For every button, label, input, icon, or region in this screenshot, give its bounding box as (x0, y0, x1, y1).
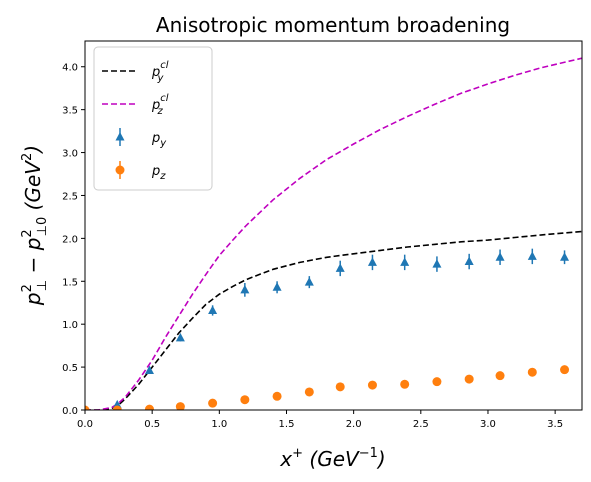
data-point-pz (560, 365, 570, 375)
x-tick-label: 0.5 (144, 419, 160, 430)
y-tick-label: 0.5 (62, 363, 78, 374)
y-tick-label: 2.5 (62, 191, 78, 202)
data-point-pz (208, 398, 218, 408)
y-tick-label: 3.0 (62, 149, 78, 160)
legend-swatch (115, 165, 125, 175)
data-point-pz (112, 405, 122, 410)
series-line-p-y-cl (85, 230, 582, 410)
legend: pcl y pcl z py pz (93, 46, 213, 191)
y-tick-label: 3.5 (62, 106, 78, 117)
y-tick-label: 2.0 (62, 234, 78, 245)
legend-label: pcl y (151, 60, 169, 84)
legend-box (93, 46, 213, 191)
series-layer (85, 57, 582, 410)
data-point-pz (464, 374, 474, 384)
chart-title: Anisotropic momentum broadening (156, 13, 510, 37)
plot-frame (84, 40, 583, 411)
data-point-py (175, 332, 185, 342)
data-point-py (272, 282, 282, 291)
data-point-pz (400, 379, 410, 389)
data-point-py (335, 263, 345, 272)
data-point-pz (272, 391, 282, 401)
y-tick-label: 4.0 (62, 63, 78, 74)
y-tick-label: 1.5 (62, 277, 78, 288)
data-point-py (367, 257, 377, 266)
y-tick-label: 0.0 (62, 406, 78, 417)
x-axis-title: x+ (GeV−1) (279, 446, 385, 471)
x-tick-label: 3.0 (480, 419, 496, 430)
data-point-pz (144, 404, 154, 410)
data-point-py (495, 252, 505, 261)
data-point-pz (85, 405, 90, 410)
y-tick-label: 1.0 (62, 320, 78, 331)
data-point-py (527, 251, 537, 260)
data-point-pz (175, 402, 185, 410)
data-point-pz (304, 387, 314, 397)
data-point-py (240, 284, 250, 294)
data-point-py (400, 257, 410, 266)
data-point-py (560, 252, 570, 261)
legend-label: pcl z (151, 93, 169, 117)
data-point-pz (335, 382, 345, 392)
x-tick-label: 3.5 (547, 419, 563, 430)
x-tick-label: 1.0 (211, 419, 227, 430)
data-point-pz (495, 371, 505, 381)
axis-ticks: 0.0 0.5 1.0 1.5 2.0 2.5 3.0 3.5 0.0 0.5 1.0 1.5 2.0 2… (62, 63, 563, 430)
series-line-p-z-cl (85, 57, 582, 410)
data-point-pz (367, 380, 377, 390)
legend-label: pz (151, 164, 166, 182)
x-tick-label: 2.0 (346, 419, 362, 430)
x-tick-label: 1.5 (279, 419, 295, 430)
data-point-py (208, 305, 218, 314)
data-point-pz (240, 395, 250, 405)
legend-swatch (115, 132, 125, 141)
y-axis-title: p2⊥ − p2⊥0 (GeV2) (20, 145, 50, 306)
data-point-pz (527, 367, 537, 377)
data-point-py (432, 259, 442, 268)
data-point-pz (432, 377, 442, 387)
x-tick-label: 0.0 (77, 419, 93, 430)
data-point-py (144, 365, 154, 375)
data-point-py (464, 256, 474, 266)
data-point-py (304, 277, 314, 286)
legend-label: py (151, 131, 167, 149)
x-tick-label: 2.5 (413, 419, 429, 430)
